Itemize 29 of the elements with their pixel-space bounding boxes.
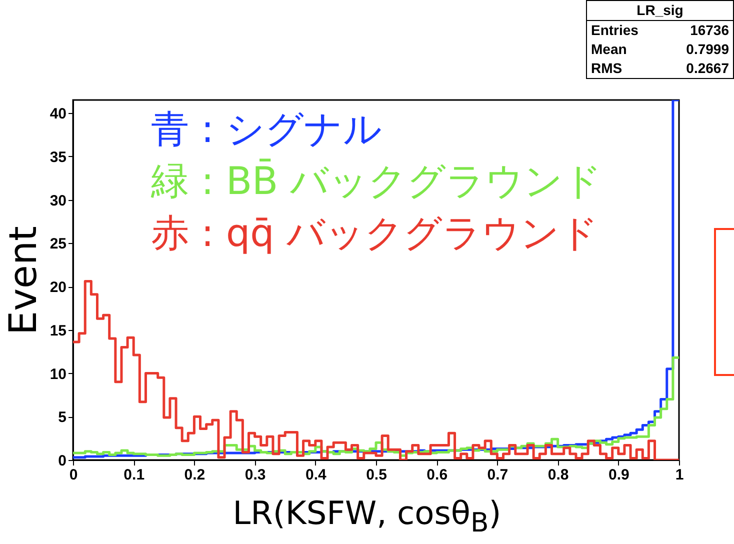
x-tick-label: 0.2	[184, 466, 206, 484]
x-axis-title: LR(KSFW, cosθ$_{B}$)	[232, 494, 502, 538]
text: LR_sig	[587, 1, 733, 21]
text: 緑 : BB̄ バックグラウンド	[150, 158, 602, 203]
series-label: 赤 : qq̄ バックグラウンド	[151, 211, 598, 255]
y-tick-label: 30	[50, 192, 66, 210]
text: 青 : シグナル	[151, 107, 382, 151]
y-tick-label: 0	[58, 452, 66, 470]
y-tick-label: 15	[50, 322, 66, 340]
y-tick-label: 20	[50, 279, 66, 296]
y-tick-label: 35	[50, 148, 66, 166]
x-tick-label: 1	[675, 466, 684, 484]
x-tick-label: 0.7	[487, 466, 508, 484]
x-tick-label: 0.1	[124, 466, 145, 484]
x-tick-label: 0	[69, 466, 78, 484]
x-tick-label: 0.6	[426, 466, 448, 484]
y-tick-label: 10	[50, 366, 66, 383]
y-tick-label: 40	[50, 106, 66, 123]
y-tick-label: 5	[58, 409, 66, 426]
x-tick-label: 0.5	[366, 466, 387, 484]
y-tick-label: 25	[50, 236, 66, 253]
x-tick-label: 0.9	[608, 466, 630, 484]
text: Mean 0.7999	[591, 41, 729, 57]
text: Entries 16736	[591, 22, 729, 38]
x-tick-label: 0.3	[244, 466, 266, 484]
x-tick-label: 0.4	[305, 466, 327, 484]
text: RMS 0.2667	[591, 60, 729, 76]
y-axis-title: Event	[0, 226, 45, 335]
x-tick-label: 0.8	[548, 466, 569, 484]
